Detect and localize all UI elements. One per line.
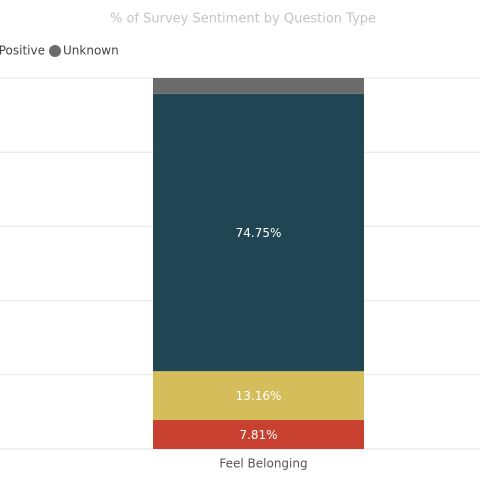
x-tick-label: Feel Belonging bbox=[219, 457, 307, 471]
chart-title: % of Survey Sentiment by Question Type bbox=[110, 12, 376, 27]
data-label: 7.81% bbox=[239, 428, 277, 442]
data-label: 74.75% bbox=[236, 226, 282, 240]
legend-label: Positive bbox=[0, 44, 45, 58]
legend-label: Unknown bbox=[63, 44, 119, 58]
legend-marker bbox=[49, 45, 61, 57]
bar-segment bbox=[153, 420, 364, 449]
data-label: 13.16% bbox=[236, 389, 282, 403]
bar-segment bbox=[153, 78, 364, 94]
bar-segment bbox=[153, 93, 364, 372]
bar-segment bbox=[153, 371, 364, 421]
